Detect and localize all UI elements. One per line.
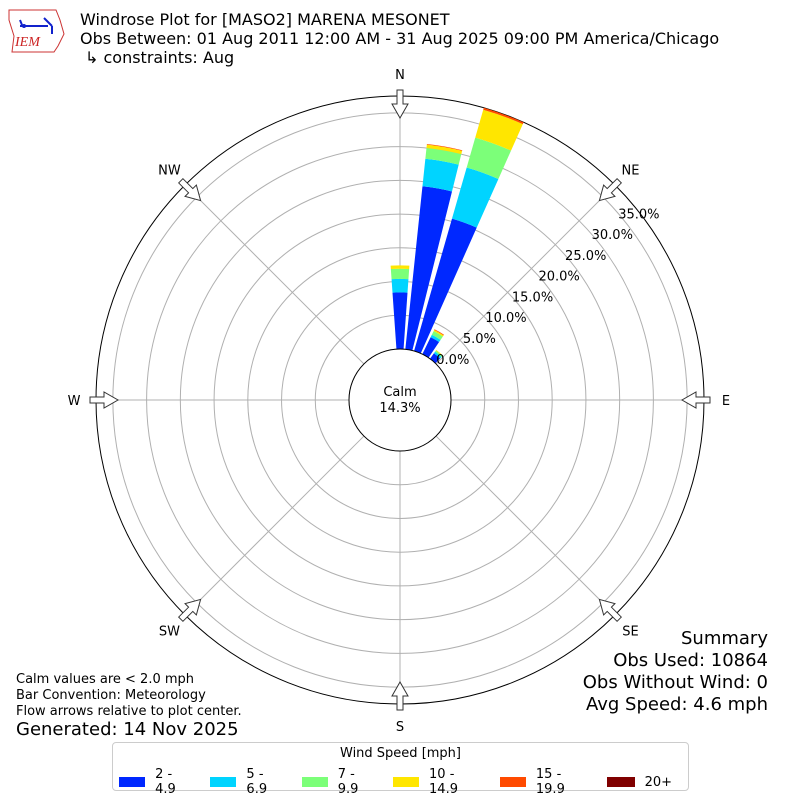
bar-segment-10-1: [422, 158, 459, 192]
legend-swatch: [119, 777, 146, 787]
legend-item: 2 - 4.9: [119, 767, 194, 797]
radial-tick-label: 10.0%: [485, 311, 526, 326]
calm-note: Calm values are < 2.0 mph: [16, 672, 195, 687]
bar-segment-20-4: [483, 107, 524, 125]
chart-title: Windrose Plot for [MASO2] MARENA MESONET…: [80, 10, 719, 67]
direction-label-w: W: [68, 394, 81, 409]
bar-segment-40-3: [435, 350, 443, 357]
bar-segment-0-3: [390, 265, 410, 270]
direction-label-e: E: [722, 394, 730, 409]
bar-segment-30-2: [431, 331, 443, 340]
radial-tick-label: 25.0%: [565, 249, 606, 264]
flow-arrow-icon: [598, 598, 623, 623]
obs-without-wind: Obs Without Wind: 0: [582, 672, 768, 693]
title-line: Windrose Plot for [MASO2] MARENA MESONET: [80, 10, 450, 29]
bar-segment-20-3: [475, 109, 523, 151]
obs-used: Obs Used: 10864: [613, 650, 768, 671]
bar-segment-10-2: [425, 147, 462, 165]
radial-tick-label: 0.0%: [436, 353, 469, 368]
flow-arrow-icon: [177, 177, 202, 202]
bar-segment-30-0: [422, 337, 440, 358]
bar-segment-10-0: [405, 186, 452, 351]
legend-label: 20+: [644, 774, 672, 790]
legend-title: Wind Speed [mph]: [340, 746, 461, 761]
direction-label-se: SE: [622, 625, 638, 640]
flow-arrow-icon: [89, 391, 120, 409]
direction-label-nw: NW: [158, 163, 181, 178]
direction-label-ne: NE: [622, 163, 640, 178]
radial-tick-label: 35.0%: [618, 207, 659, 222]
legend-item: 10 - 14.9: [392, 767, 484, 797]
legend: Wind Speed [mph] 2 - 4.9 5 - 6.9 7 - 9.9 10…: [112, 742, 689, 797]
flow-arrow-icon: [391, 680, 409, 711]
calm-value: 14.3%: [379, 401, 420, 416]
legend-item: 15 - 19.9: [499, 767, 591, 797]
grid-spoke: [435, 184, 616, 365]
radial-tick-label: 20.0%: [538, 270, 579, 285]
legend-swatch: [606, 777, 635, 787]
radial-tick-label: 30.0%: [592, 228, 633, 243]
direction-label-n: N: [395, 68, 405, 83]
legend-label: 7 - 9.9: [337, 767, 359, 797]
bar-segment-20-0: [414, 218, 477, 354]
legend-item: 5 - 6.9: [210, 767, 285, 797]
flow-arrow-icon: [680, 391, 711, 409]
bar-segment-0-0: [392, 292, 408, 350]
direction-label-s: S: [396, 720, 404, 735]
flow-arrow-icon: [598, 177, 623, 202]
legend-label: 15 - 19.9: [535, 767, 565, 797]
grid-spoke: [184, 184, 365, 365]
legend-item: 20+: [606, 767, 672, 797]
legend-swatch: [499, 777, 526, 787]
convention-note: Bar Convention: Meteorology: [16, 688, 206, 703]
grid-spoke: [435, 435, 616, 616]
generated-date: Generated: 14 Nov 2025: [16, 719, 239, 740]
flow-note: Flow arrows relative to plot center.: [16, 704, 242, 719]
iem-logo: IEM: [8, 9, 65, 53]
legend-swatch: [301, 777, 328, 787]
legend-item: 7 - 9.9: [301, 767, 377, 797]
flow-arrow-icon: [391, 89, 409, 120]
summary: Summary Obs Used: 10864 Obs Without Wind…: [583, 628, 768, 716]
constraints: ↳ constraints: Aug: [85, 48, 235, 67]
bar-segment-0-2: [390, 268, 410, 280]
bar-segment-30-1: [430, 334, 441, 343]
bar-segment-0-1: [391, 278, 409, 293]
flow-arrow-icon: [177, 598, 202, 623]
legend-swatch: [392, 777, 420, 787]
bar-segment-30-4: [434, 329, 444, 336]
bar-segment-20-1: [451, 167, 499, 228]
calm-label: Calm: [383, 385, 416, 400]
bar-segment-10-4: [426, 143, 463, 151]
calm-circle: [348, 348, 452, 452]
bar-segment-20-2: [466, 137, 512, 179]
summary-title: Summary: [681, 628, 768, 649]
legend-label: 5 - 6.9: [246, 767, 268, 797]
legend-swatch: [210, 777, 237, 787]
radial-tick-label: 15.0%: [512, 290, 553, 305]
bar-segment-40-1: [433, 351, 442, 359]
bar-segment-40-2: [435, 350, 443, 358]
obs-range: Obs Between: 01 Aug 2011 12:00 AM - 31 A…: [80, 29, 720, 48]
notes: Calm values are < 2.0 mph Bar Convention…: [16, 672, 242, 720]
bar-segment-30-3: [433, 329, 444, 337]
bar-segment-10-3: [426, 144, 463, 155]
legend-label: 2 - 4.9: [155, 767, 176, 797]
radial-tick-label: 5.0%: [463, 332, 496, 347]
bar-segment-40-0: [429, 353, 441, 364]
avg-speed: Avg Speed: 4.6 mph: [586, 694, 768, 715]
direction-label-sw: SW: [159, 625, 180, 640]
grid-spoke: [184, 435, 365, 616]
legend-label: 10 - 14.9: [429, 767, 458, 797]
svg-text:IEM: IEM: [14, 35, 41, 50]
